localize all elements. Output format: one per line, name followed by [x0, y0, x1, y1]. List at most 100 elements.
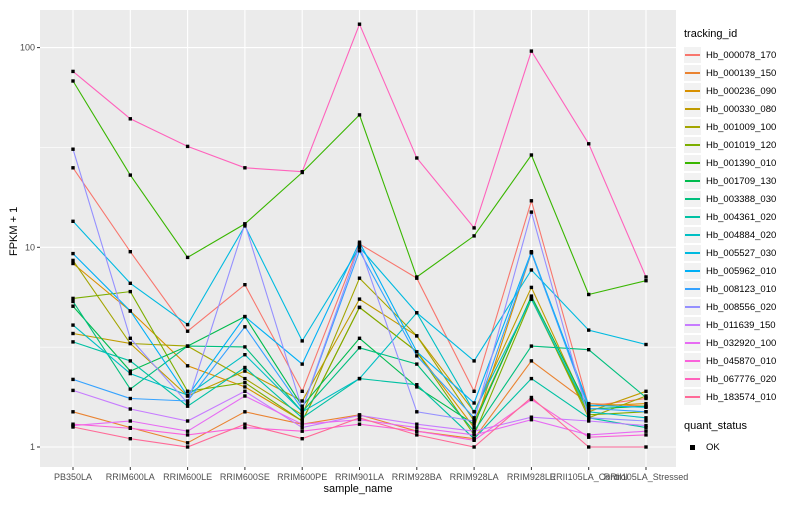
legend-entry: Hb_003388_030 — [684, 190, 800, 208]
legend-key-line-icon — [684, 335, 701, 351]
x-tick-label: RRIM928BA — [392, 472, 442, 482]
data-point — [185, 329, 190, 333]
data-point — [529, 153, 534, 157]
data-point — [243, 224, 247, 228]
data-point — [529, 285, 534, 290]
x-tick-label: RRII105LA_Control — [550, 472, 628, 482]
legend-key-line-icon — [684, 371, 701, 387]
data-point — [243, 345, 247, 349]
data-point — [472, 416, 476, 420]
data-point — [472, 226, 476, 230]
data-point — [644, 279, 648, 283]
data-point — [644, 423, 648, 428]
data-point — [472, 401, 476, 405]
data-point — [357, 113, 362, 117]
data-point — [128, 419, 132, 423]
data-point — [587, 419, 591, 423]
data-point — [415, 429, 419, 433]
data-point — [415, 311, 419, 315]
data-point — [128, 437, 132, 441]
data-point — [243, 222, 247, 226]
data-point — [587, 413, 591, 417]
quant-status-legend-entry: OK — [684, 438, 800, 456]
data-point — [300, 389, 304, 393]
data-point — [415, 410, 419, 414]
data-point — [128, 117, 132, 121]
data-point — [529, 199, 534, 203]
legend-entry-label: Hb_001009_100 — [706, 121, 777, 133]
data-point — [71, 299, 75, 304]
data-point — [415, 433, 419, 437]
ok-point-icon — [684, 439, 701, 455]
data-point — [128, 336, 132, 340]
data-point — [644, 429, 648, 433]
legend-key-line-icon — [684, 353, 701, 369]
legend-key-line-icon — [684, 137, 701, 153]
x-tick-label: RRII105LA_Stressed — [604, 472, 689, 482]
data-point — [185, 322, 190, 327]
data-point — [185, 394, 190, 398]
data-point — [300, 404, 304, 408]
data-point — [243, 410, 247, 414]
legend-entry: Hb_008556_020 — [684, 298, 800, 316]
data-point — [128, 250, 132, 254]
legend-key-line-icon — [684, 389, 701, 405]
data-point — [71, 377, 75, 382]
data-point — [185, 255, 190, 260]
legend-key-line-icon — [684, 101, 701, 117]
y-tick-label: 100 — [20, 43, 35, 53]
data-point — [472, 389, 476, 393]
data-point — [644, 410, 648, 414]
legend-entry-label: Hb_001390_010 — [706, 157, 777, 169]
legend-entry: Hb_001009_100 — [684, 118, 800, 136]
data-point — [357, 22, 362, 26]
legend-key-line-icon — [684, 47, 701, 63]
data-point — [128, 289, 132, 294]
data-point — [300, 419, 304, 423]
data-point — [243, 389, 247, 393]
data-point — [529, 397, 534, 402]
legend-entry: Hb_004361_020 — [684, 208, 800, 226]
y-axis-title: FPKM + 1 — [8, 206, 20, 256]
data-point — [300, 399, 304, 403]
data-point — [415, 385, 419, 389]
legend-entry-label: Hb_004361_020 — [706, 211, 777, 223]
data-point — [529, 344, 534, 348]
legend-entry-label: Hb_067776_020 — [706, 373, 777, 385]
legend-entry: Hb_005527_030 — [684, 244, 800, 262]
legend-entry: Hb_008123_010 — [684, 280, 800, 298]
legend-entry: Hb_045870_010 — [684, 352, 800, 370]
legend-entry-label: Hb_000330_080 — [706, 103, 777, 115]
data-point — [300, 422, 304, 426]
legend: tracking_id Hb_000078_170 Hb_000139_150 Hb… — [684, 28, 800, 456]
data-point — [128, 407, 132, 411]
legend-key-line-icon — [684, 281, 701, 297]
legend-key-line-icon — [684, 245, 701, 261]
data-point — [357, 413, 362, 418]
legend-entry: Hb_011639_150 — [684, 316, 800, 334]
data-point — [472, 422, 476, 426]
data-point — [71, 258, 75, 263]
legend-entry: Hb_000330_080 — [684, 100, 800, 118]
data-point — [415, 350, 419, 354]
data-point — [587, 348, 591, 352]
data-point — [185, 445, 190, 449]
data-point — [71, 79, 75, 83]
data-point — [185, 419, 190, 423]
quant-status-label: OK — [706, 441, 720, 453]
legend-entry: Hb_067776_020 — [684, 370, 800, 388]
data-point — [243, 381, 247, 385]
legend-entry-label: Hb_001709_130 — [706, 175, 777, 187]
data-point — [71, 251, 75, 256]
data-point — [472, 445, 476, 449]
data-point — [243, 325, 247, 329]
legend-entry-label: Hb_183574_010 — [706, 391, 777, 403]
legend-entry: Hb_032920_100 — [684, 334, 800, 352]
data-point — [71, 388, 75, 393]
legend-title: tracking_id — [684, 28, 738, 40]
data-point — [644, 405, 648, 409]
data-point — [529, 210, 534, 214]
data-point — [128, 359, 132, 363]
legend-entry: Hb_183574_010 — [684, 388, 800, 406]
